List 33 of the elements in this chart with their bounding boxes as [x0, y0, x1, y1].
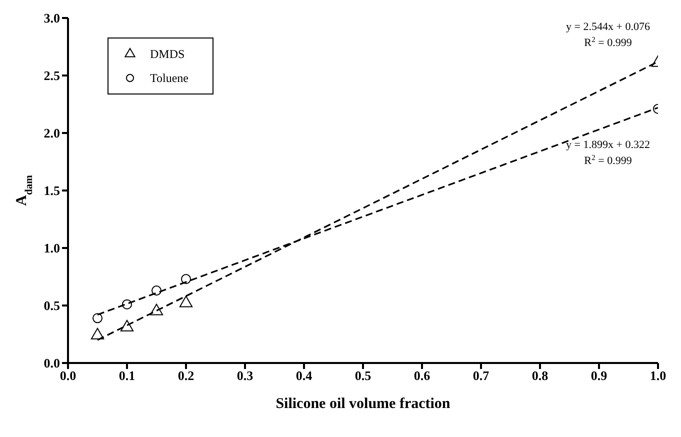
x-tick-label: 0.3 — [236, 368, 254, 384]
y-tick-label: 2.5 — [44, 68, 60, 84]
annotation: R$^{2}$ = 0.999 — [584, 34, 632, 49]
point — [90, 328, 104, 340]
point — [180, 274, 192, 284]
point — [150, 304, 164, 316]
x-tick-label: 0.4 — [296, 368, 313, 384]
x-tick-label: 0.5 — [354, 368, 372, 384]
y-tick-label: 0.0 — [44, 356, 60, 371]
x-tick-label: 0.8 — [532, 368, 549, 384]
x-tick-label: 0.0 — [60, 368, 76, 384]
y-tick-label: 0.5 — [44, 298, 60, 314]
x-tick-label: 1.0 — [650, 368, 666, 384]
y-tick-label: 1.0 — [44, 240, 60, 256]
point — [120, 320, 134, 332]
x-axis-title: Silicone oil volume fraction — [276, 396, 451, 412]
y-tick-label: 2.0 — [44, 126, 60, 141]
x-tick-label: 0.6 — [414, 368, 431, 384]
x-tick-label: 0.9 — [590, 368, 608, 384]
annotation: y = 2.544x + 0.076 — [566, 21, 650, 33]
x-tick-label: 0.1 — [118, 368, 136, 384]
legend-label: DMDS — [150, 47, 185, 61]
point — [122, 299, 132, 310]
point — [179, 296, 193, 308]
point — [92, 313, 103, 324]
point — [151, 286, 162, 296]
annotation: y = 1.899x + 0.322 — [566, 139, 650, 151]
y-tick-label: 3.0 — [44, 10, 60, 26]
annotation: R$^{2}$ = 0.999 — [584, 152, 632, 167]
legend-label: Toluene — [150, 71, 188, 85]
y-tick-label: 1.5 — [44, 183, 60, 198]
x-tick-label: 0.7 — [472, 368, 490, 384]
x-tick-label: 0.2 — [178, 368, 194, 384]
